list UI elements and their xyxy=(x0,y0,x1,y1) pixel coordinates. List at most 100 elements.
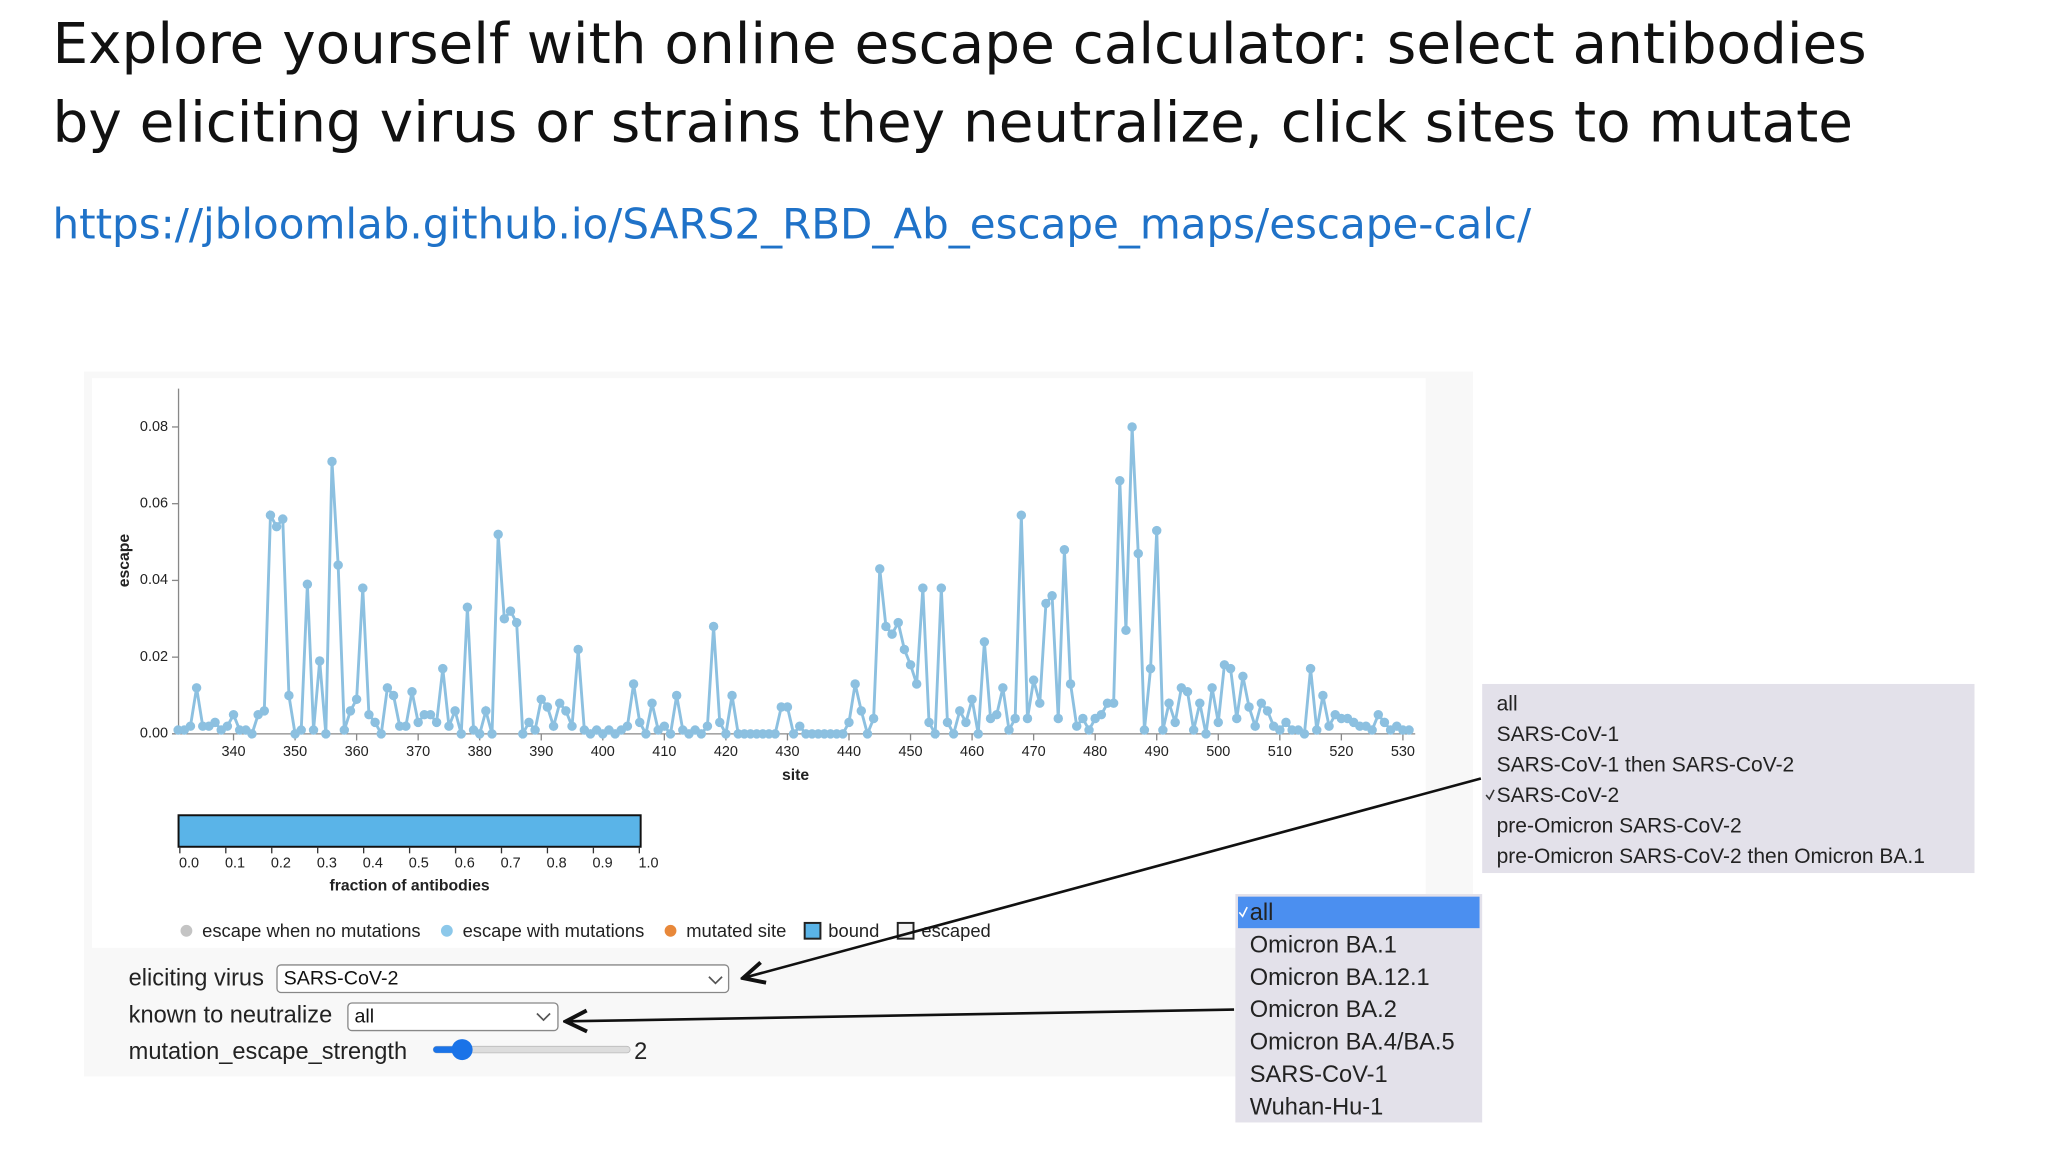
site-point[interactable] xyxy=(1379,717,1390,728)
site-point[interactable] xyxy=(444,721,454,731)
site-point[interactable] xyxy=(462,602,473,612)
site-point[interactable] xyxy=(942,717,953,728)
site-point[interactable] xyxy=(1312,725,1322,735)
site-point[interactable] xyxy=(727,690,737,701)
site-point[interactable] xyxy=(1084,725,1094,735)
site-point[interactable] xyxy=(339,725,350,735)
site-point[interactable] xyxy=(905,660,916,670)
site-point[interactable] xyxy=(918,583,928,593)
site-point[interactable] xyxy=(284,690,294,701)
site-point[interactable] xyxy=(358,583,368,593)
site-point[interactable] xyxy=(1299,729,1310,739)
dropdown-option[interactable]: pre-Omicron SARS-CoV-2 xyxy=(1497,814,1742,837)
site-point[interactable] xyxy=(1207,683,1217,693)
site-point[interactable] xyxy=(868,713,879,724)
site-point[interactable] xyxy=(185,721,196,731)
site-point[interactable] xyxy=(278,514,288,524)
site-point[interactable] xyxy=(321,729,331,739)
site-point[interactable] xyxy=(493,529,503,540)
site-point[interactable] xyxy=(1225,663,1236,674)
site-point[interactable] xyxy=(967,694,977,705)
site-point[interactable] xyxy=(413,717,423,728)
site-point[interactable] xyxy=(333,560,343,570)
site-point[interactable] xyxy=(210,717,220,728)
site-point[interactable] xyxy=(296,725,306,735)
site-point[interactable] xyxy=(1158,725,1168,735)
site-point[interactable] xyxy=(628,679,639,689)
dropdown-option[interactable]: all xyxy=(1497,693,1518,716)
site-point[interactable] xyxy=(1195,698,1205,708)
site-point[interactable] xyxy=(401,721,411,731)
site-point[interactable] xyxy=(388,690,399,701)
site-point[interactable] xyxy=(222,721,233,731)
site-point[interactable] xyxy=(1108,698,1119,708)
site-point[interactable] xyxy=(875,564,885,574)
site-point[interactable] xyxy=(961,717,971,728)
site-point[interactable] xyxy=(899,644,910,655)
site-point[interactable] xyxy=(911,679,922,689)
site-point[interactable] xyxy=(438,663,448,674)
site-point[interactable] xyxy=(1145,663,1156,674)
site-point[interactable] xyxy=(893,617,903,628)
site-point[interactable] xyxy=(376,729,386,739)
site-point[interactable] xyxy=(1059,544,1070,555)
site-point[interactable] xyxy=(948,729,959,739)
site-point[interactable] xyxy=(499,614,510,624)
site-point[interactable] xyxy=(302,579,313,589)
site-point[interactable] xyxy=(487,729,497,739)
site-point[interactable] xyxy=(425,709,436,720)
select-box[interactable] xyxy=(276,964,730,994)
site-point[interactable] xyxy=(1367,725,1377,735)
site-point[interactable] xyxy=(671,690,682,701)
site-point[interactable] xyxy=(351,694,362,705)
site-point[interactable] xyxy=(715,717,725,728)
site-point[interactable] xyxy=(382,683,393,693)
select-box[interactable] xyxy=(347,1002,559,1032)
site-point[interactable] xyxy=(850,679,860,689)
site-point[interactable] xyxy=(567,721,577,731)
site-point[interactable] xyxy=(973,729,983,739)
site-point[interactable] xyxy=(1041,598,1051,609)
dropdown-option[interactable]: SARS-CoV-1 then SARS-CoV-2 xyxy=(1497,753,1795,776)
site-point[interactable] xyxy=(554,698,565,708)
site-point[interactable] xyxy=(1170,717,1180,728)
dropdown-option[interactable]: Omicron BA.4/BA.5 xyxy=(1250,1030,1455,1056)
site-point[interactable] xyxy=(259,706,270,716)
site-point[interactable] xyxy=(228,709,239,720)
site-point[interactable] xyxy=(1318,690,1328,701)
site-point[interactable] xyxy=(1047,591,1057,601)
site-point[interactable] xyxy=(1232,713,1242,724)
site-point[interactable] xyxy=(991,709,1002,720)
site-point[interactable] xyxy=(622,721,633,731)
site-point[interactable] xyxy=(1213,717,1223,728)
dropdown-option[interactable]: SARS-CoV-1 xyxy=(1497,723,1620,746)
site-point[interactable] xyxy=(536,694,546,705)
site-point[interactable] xyxy=(1324,721,1334,731)
site-point[interactable] xyxy=(364,709,374,720)
url-link[interactable]: https://jbloomlab.github.io/SARS2_RBD_Ab… xyxy=(53,200,1532,249)
site-point[interactable] xyxy=(1035,698,1045,708)
site-point[interactable] xyxy=(647,698,657,708)
site-point[interactable] xyxy=(1373,709,1384,720)
site-point[interactable] xyxy=(838,729,848,739)
site-point[interactable] xyxy=(708,621,719,632)
site-point[interactable] xyxy=(548,721,559,731)
site-point[interactable] xyxy=(788,729,799,739)
site-point[interactable] xyxy=(955,706,965,716)
site-point[interactable] xyxy=(271,521,282,532)
site-point[interactable] xyxy=(696,729,707,739)
site-point[interactable] xyxy=(518,729,528,739)
site-point[interactable] xyxy=(936,583,947,593)
site-point[interactable] xyxy=(1305,663,1316,674)
site-point[interactable] xyxy=(702,721,713,731)
site-point[interactable] xyxy=(1201,729,1211,739)
site-point[interactable] xyxy=(247,729,257,739)
site-point[interactable] xyxy=(1244,702,1254,712)
site-point[interactable] xyxy=(573,644,583,655)
site-point[interactable] xyxy=(1115,475,1125,486)
site-point[interactable] xyxy=(795,721,805,731)
site-point[interactable] xyxy=(1022,713,1033,724)
site-point[interactable] xyxy=(308,725,319,735)
site-point[interactable] xyxy=(1250,721,1260,731)
site-point[interactable] xyxy=(1127,422,1137,432)
